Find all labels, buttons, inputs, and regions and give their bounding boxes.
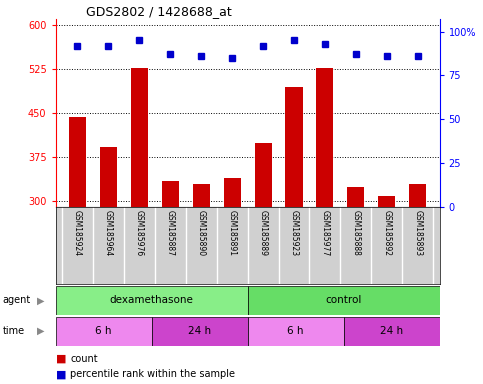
Text: 24 h: 24 h [188,326,211,336]
Bar [248,317,343,346]
Text: GSM185889: GSM185889 [258,210,268,256]
Text: GSM185924: GSM185924 [73,210,82,256]
Text: GSM185891: GSM185891 [227,210,237,256]
Text: GSM185890: GSM185890 [197,210,206,256]
Text: count: count [70,354,98,364]
Bar [152,317,248,346]
Bar [248,286,440,315]
Text: dexamethasone: dexamethasone [110,295,194,306]
Text: GSM185977: GSM185977 [320,210,329,256]
Text: ▶: ▶ [37,295,45,306]
Bar [316,68,333,207]
Text: time: time [2,326,25,336]
Text: GSM185888: GSM185888 [352,210,360,255]
Bar [69,118,86,207]
Bar [347,187,365,207]
Text: agent: agent [2,295,30,306]
Text: 24 h: 24 h [380,326,403,336]
Text: 6 h: 6 h [287,326,304,336]
Text: GSM185892: GSM185892 [383,210,391,256]
Text: GDS2802 / 1428688_at: GDS2802 / 1428688_at [86,5,232,18]
Bar [343,317,440,346]
Bar [255,143,271,207]
Text: 6 h: 6 h [95,326,112,336]
Text: GSM185964: GSM185964 [104,210,113,256]
Bar [224,178,241,207]
Bar [409,184,426,207]
Text: ■: ■ [56,354,66,364]
Text: ■: ■ [56,369,66,379]
Bar [193,184,210,207]
Text: percentile rank within the sample: percentile rank within the sample [70,369,235,379]
Bar [56,286,248,315]
Text: GSM185887: GSM185887 [166,210,175,256]
Text: control: control [326,295,362,306]
Bar [99,147,117,207]
Bar [378,195,396,207]
Text: ▶: ▶ [37,326,45,336]
Bar [285,87,302,207]
Text: GSM185893: GSM185893 [413,210,422,256]
Bar [130,68,148,207]
Bar [162,181,179,207]
Bar [56,317,152,346]
Text: GSM185976: GSM185976 [135,210,143,256]
Text: GSM185923: GSM185923 [289,210,298,256]
